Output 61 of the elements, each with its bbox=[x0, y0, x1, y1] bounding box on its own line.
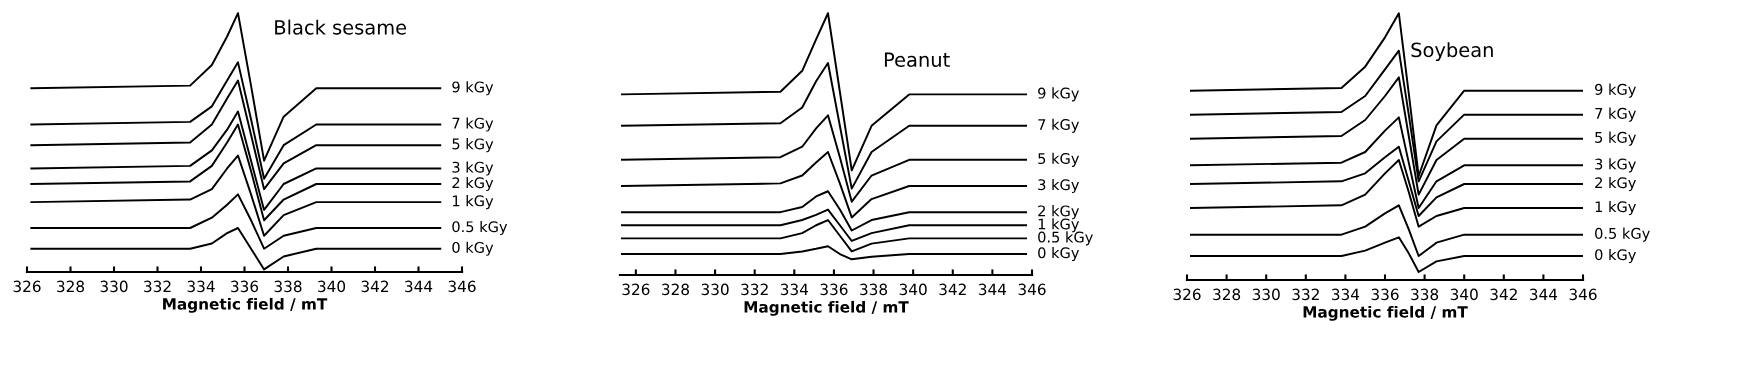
x-tick-label: 328 bbox=[57, 280, 85, 293]
series-label: 9 kGy bbox=[1595, 83, 1636, 98]
series-label: 5 kGy bbox=[452, 138, 494, 153]
x-tick-label: 326 bbox=[1173, 288, 1201, 301]
series-label: 0 kGy bbox=[1595, 248, 1636, 264]
x-axis-title: Magnetic field / mT bbox=[1303, 305, 1468, 321]
series-label: 0 kGy bbox=[1038, 247, 1080, 262]
series-label: 0.5 kGy bbox=[1595, 227, 1650, 242]
series-label: 9 kGy bbox=[1038, 87, 1080, 102]
series-label: 3 kGy bbox=[1038, 178, 1080, 194]
text: Peanut bbox=[884, 52, 950, 68]
x-axis-title: Magnetic field / mT bbox=[163, 297, 328, 313]
x-tick-label: 334 bbox=[780, 283, 809, 296]
series-label: 7 kGy bbox=[1595, 107, 1636, 122]
x-tick-label: 342 bbox=[939, 283, 966, 296]
series-label: 0.5 kGy bbox=[1038, 231, 1093, 246]
series-label: 5 kGy bbox=[1038, 152, 1080, 167]
x-tick-label: 346 bbox=[1018, 283, 1046, 296]
x-tick-label: 326 bbox=[13, 280, 41, 293]
x-axis-title: Magnetic field / mT bbox=[744, 300, 909, 316]
x-tick-label: 340 bbox=[318, 280, 346, 293]
x-tick-label: 340 bbox=[1450, 288, 1478, 301]
series-label: 9 kGy bbox=[452, 81, 494, 96]
x-tick-label: 344 bbox=[978, 283, 1007, 296]
series-label: 0.5 kGy bbox=[452, 220, 508, 236]
x-tick-label: 338 bbox=[274, 280, 302, 293]
x-tick-label: 332 bbox=[144, 280, 171, 293]
series-label: 7 kGy bbox=[1038, 118, 1080, 133]
x-tick-label: 330 bbox=[1252, 288, 1280, 301]
series-label: 2 kGy bbox=[452, 176, 494, 192]
series-label: 2 kGy bbox=[1595, 176, 1636, 192]
series-label: 7 kGy bbox=[452, 117, 494, 132]
chart-title: Black sesame bbox=[275, 19, 407, 35]
x-tick-label: 346 bbox=[448, 280, 476, 293]
x-tick-label: 340 bbox=[899, 283, 927, 296]
series-label: 5 kGy bbox=[1595, 131, 1636, 146]
x-tick-label: 330 bbox=[701, 283, 729, 296]
x-tick-label: 332 bbox=[1292, 288, 1319, 301]
series-label: 3 kGy bbox=[1595, 158, 1636, 173]
x-tick-label: 336 bbox=[1371, 288, 1399, 301]
x-tick-label: 336 bbox=[820, 283, 848, 296]
series-label: 0 kGy bbox=[452, 241, 494, 256]
x-tick-label: 332 bbox=[741, 283, 768, 296]
x-tick-label: 336 bbox=[231, 280, 259, 293]
x-tick-label: 342 bbox=[361, 280, 389, 293]
x-tick-label: 334 bbox=[1331, 288, 1360, 301]
x-tick-label: 338 bbox=[1411, 288, 1439, 301]
series-label: 1 kGy bbox=[1595, 200, 1636, 216]
x-tick-label: 326 bbox=[622, 283, 650, 296]
x-tick-label: 344 bbox=[405, 280, 433, 293]
series-label: 3 kGy bbox=[452, 161, 494, 176]
x-tick-label: 330 bbox=[100, 280, 128, 293]
x-tick-label: 342 bbox=[1490, 288, 1517, 301]
x-tick-label: 346 bbox=[1569, 288, 1597, 301]
x-tick-label: 334 bbox=[187, 280, 215, 293]
x-tick-label: 338 bbox=[860, 283, 888, 296]
series-label: 1 kGy bbox=[452, 195, 494, 210]
x-tick-label: 328 bbox=[662, 283, 689, 296]
x-tick-label: 344 bbox=[1529, 288, 1558, 301]
text: Soybean bbox=[1411, 42, 1493, 61]
x-tick-label: 328 bbox=[1213, 288, 1241, 301]
